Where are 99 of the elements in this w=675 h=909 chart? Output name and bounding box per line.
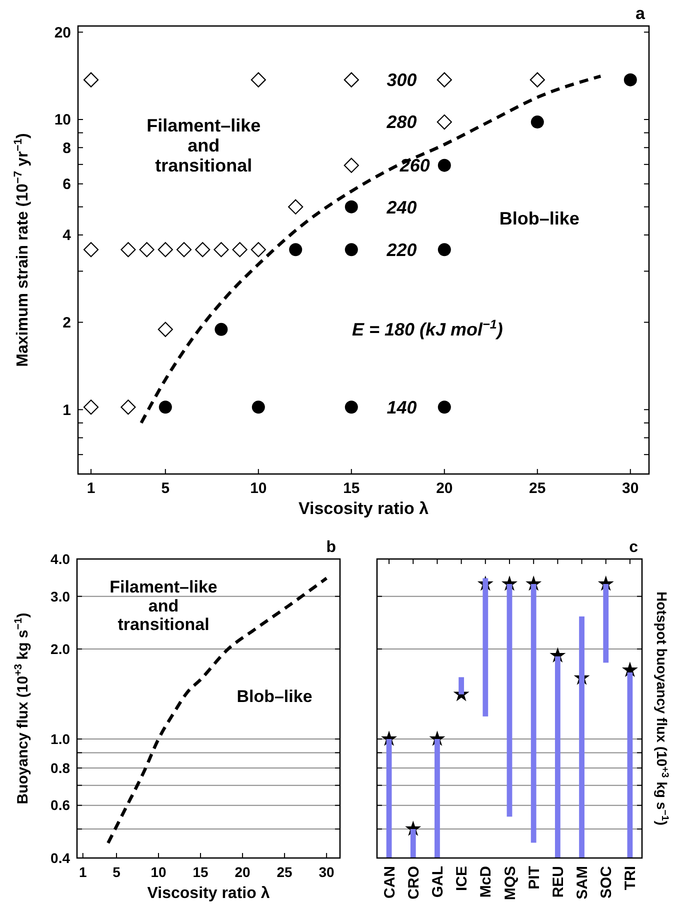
annotation: Blob–like [236,687,312,706]
annotation: 280 [386,112,417,132]
bar [458,677,464,694]
bar [579,616,584,858]
bar [627,672,633,858]
point [214,322,228,336]
bar [530,584,536,843]
x-tick-label: 5 [161,480,170,497]
bar [603,584,609,663]
point [436,72,452,88]
point [232,242,248,258]
x-tick-label: 25 [276,864,293,880]
point [120,400,136,415]
point [438,400,451,414]
x-tick-label: 5 [112,864,121,880]
x-tick-label: REU [550,866,567,898]
point [120,242,136,258]
y-tick-label: 4 [62,227,72,244]
y-tick-label: 1 [62,402,71,419]
y-tick-label: 2.0 [50,640,70,657]
x-tick-label: 30 [622,480,639,497]
chart-title: c [629,539,638,556]
y-tick-label: 3.0 [50,588,70,604]
point [195,242,210,258]
point [530,116,544,129]
point [344,158,359,173]
bar [482,578,488,716]
x-tick-label: 10 [150,864,166,880]
x-tick-label: 25 [529,480,546,497]
bar [410,829,416,858]
line-series [140,74,602,425]
x-tick-label: SOC [598,866,616,899]
line-series [106,576,328,845]
point [250,72,266,88]
x-tick-label: PIT [526,866,543,890]
point [344,72,359,88]
point [158,322,173,337]
point [83,72,99,88]
point [344,243,358,256]
annotation: 140 [386,398,417,418]
point [83,242,99,258]
point [438,243,451,256]
y-tick-label: 0.6 [50,797,70,814]
x-axis-title: Viscosity ratio λ [147,885,270,902]
bar [554,656,560,858]
point [344,200,358,214]
x-tick-label: MQS [502,866,519,900]
y-tick-label: 8 [62,140,71,157]
x-tick-label: 1 [78,864,87,880]
point [214,242,229,258]
point [252,400,265,414]
bar [386,739,392,858]
x-tick-label: CAN [381,866,398,898]
annotation: 300 [386,70,417,90]
x-tick-label: 10 [250,480,267,497]
bar [434,739,440,858]
x-tick-label: 1 [86,480,96,497]
x-tick-label: 30 [318,864,335,880]
x-axis-title: Viscosity ratio λ [298,499,430,518]
x-tick-label: SAM [574,866,592,900]
y-tick-label: 20 [54,24,71,42]
point [289,243,302,256]
x-tick-label: 20 [436,480,453,497]
x-tick-label: 20 [234,864,251,880]
x-tick-label: 15 [192,864,209,880]
point [530,72,545,88]
y-tick-label: 1.0 [50,730,70,747]
point [158,242,173,258]
chart-title: a [636,4,646,23]
x-tick-label: GAL [429,866,446,898]
annotation: 220 [386,240,417,260]
point [83,400,99,415]
annotation: 240 [386,197,417,218]
point [176,242,192,258]
annotation: E = 180 (kJ mol$^{−1}$) [352,318,503,340]
annotation: Filament–like and transitional [110,578,218,634]
point [438,158,451,172]
y-tick-label: 0.4 [50,850,70,866]
x-tick-label: McD [478,866,495,898]
point [139,242,154,258]
y-tick-label: 2 [62,314,71,332]
y-tick-label: 4.0 [50,550,70,567]
y-tick-label: 0.8 [50,760,70,776]
chart-title: b [326,539,336,556]
point [288,199,304,214]
x-tick-label: TRI [622,866,640,890]
annotation: Blob–like [499,208,580,228]
annotation: Filament–like and transitional [146,116,261,176]
point [436,114,452,130]
x-tick-label: ICE [454,866,471,892]
x-tick-label: CRO [405,866,422,900]
point [344,400,358,414]
bar [506,584,512,817]
y-tick-label: 6 [62,176,71,194]
y-tick-label: 10 [54,112,71,129]
x-tick-label: 15 [343,480,360,497]
point [624,73,637,86]
point [250,242,266,258]
point [158,400,172,414]
